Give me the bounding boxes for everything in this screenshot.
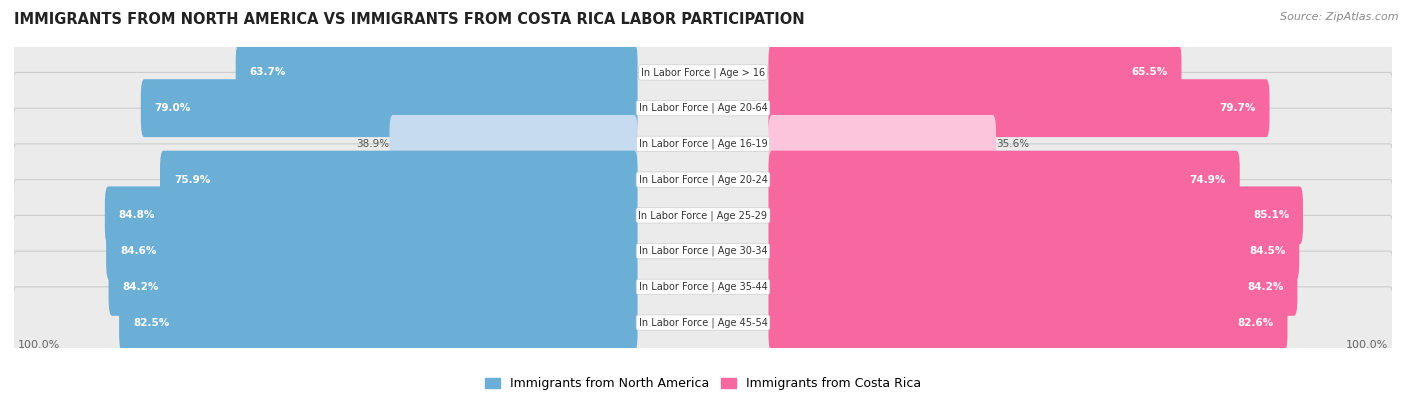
FancyBboxPatch shape: [769, 186, 1303, 245]
FancyBboxPatch shape: [769, 222, 1299, 280]
FancyBboxPatch shape: [236, 43, 637, 102]
FancyBboxPatch shape: [13, 215, 1393, 287]
FancyBboxPatch shape: [769, 293, 1288, 352]
Text: 35.6%: 35.6%: [995, 139, 1029, 149]
FancyBboxPatch shape: [120, 293, 637, 352]
Text: 100.0%: 100.0%: [17, 340, 59, 350]
FancyBboxPatch shape: [105, 186, 637, 245]
FancyBboxPatch shape: [13, 180, 1393, 251]
Text: IMMIGRANTS FROM NORTH AMERICA VS IMMIGRANTS FROM COSTA RICA LABOR PARTICIPATION: IMMIGRANTS FROM NORTH AMERICA VS IMMIGRA…: [14, 12, 804, 27]
FancyBboxPatch shape: [769, 150, 1240, 209]
Text: 85.1%: 85.1%: [1253, 211, 1289, 220]
FancyBboxPatch shape: [160, 150, 637, 209]
FancyBboxPatch shape: [13, 287, 1393, 358]
FancyBboxPatch shape: [13, 72, 1393, 144]
Text: In Labor Force | Age 16-19: In Labor Force | Age 16-19: [638, 139, 768, 149]
Text: Source: ZipAtlas.com: Source: ZipAtlas.com: [1281, 12, 1399, 22]
Text: In Labor Force | Age 35-44: In Labor Force | Age 35-44: [638, 282, 768, 292]
Text: 75.9%: 75.9%: [174, 175, 209, 184]
FancyBboxPatch shape: [13, 37, 1393, 108]
Text: 100.0%: 100.0%: [1347, 340, 1389, 350]
FancyBboxPatch shape: [769, 43, 1181, 102]
Text: In Labor Force | Age 20-24: In Labor Force | Age 20-24: [638, 174, 768, 185]
Text: In Labor Force | Age > 16: In Labor Force | Age > 16: [641, 67, 765, 78]
FancyBboxPatch shape: [13, 251, 1393, 323]
FancyBboxPatch shape: [769, 115, 995, 173]
FancyBboxPatch shape: [769, 79, 1270, 137]
Legend: Immigrants from North America, Immigrants from Costa Rica: Immigrants from North America, Immigrant…: [479, 372, 927, 395]
Text: 38.9%: 38.9%: [356, 139, 389, 149]
FancyBboxPatch shape: [105, 222, 637, 280]
Text: 84.5%: 84.5%: [1249, 246, 1285, 256]
Text: 82.6%: 82.6%: [1237, 318, 1274, 327]
FancyBboxPatch shape: [13, 108, 1393, 180]
Text: In Labor Force | Age 25-29: In Labor Force | Age 25-29: [638, 210, 768, 221]
Text: In Labor Force | Age 45-54: In Labor Force | Age 45-54: [638, 317, 768, 328]
Text: 65.5%: 65.5%: [1132, 68, 1168, 77]
Text: 79.0%: 79.0%: [155, 103, 191, 113]
FancyBboxPatch shape: [389, 115, 637, 173]
FancyBboxPatch shape: [108, 258, 637, 316]
Text: 74.9%: 74.9%: [1189, 175, 1226, 184]
Text: 63.7%: 63.7%: [249, 68, 285, 77]
FancyBboxPatch shape: [13, 144, 1393, 215]
Text: 84.2%: 84.2%: [122, 282, 159, 292]
Text: 82.5%: 82.5%: [134, 318, 169, 327]
FancyBboxPatch shape: [769, 258, 1298, 316]
Text: 79.7%: 79.7%: [1219, 103, 1256, 113]
Text: In Labor Force | Age 30-34: In Labor Force | Age 30-34: [638, 246, 768, 256]
Text: 84.2%: 84.2%: [1247, 282, 1284, 292]
Text: In Labor Force | Age 20-64: In Labor Force | Age 20-64: [638, 103, 768, 113]
Text: 84.8%: 84.8%: [118, 211, 155, 220]
FancyBboxPatch shape: [141, 79, 637, 137]
Text: 84.6%: 84.6%: [120, 246, 156, 256]
